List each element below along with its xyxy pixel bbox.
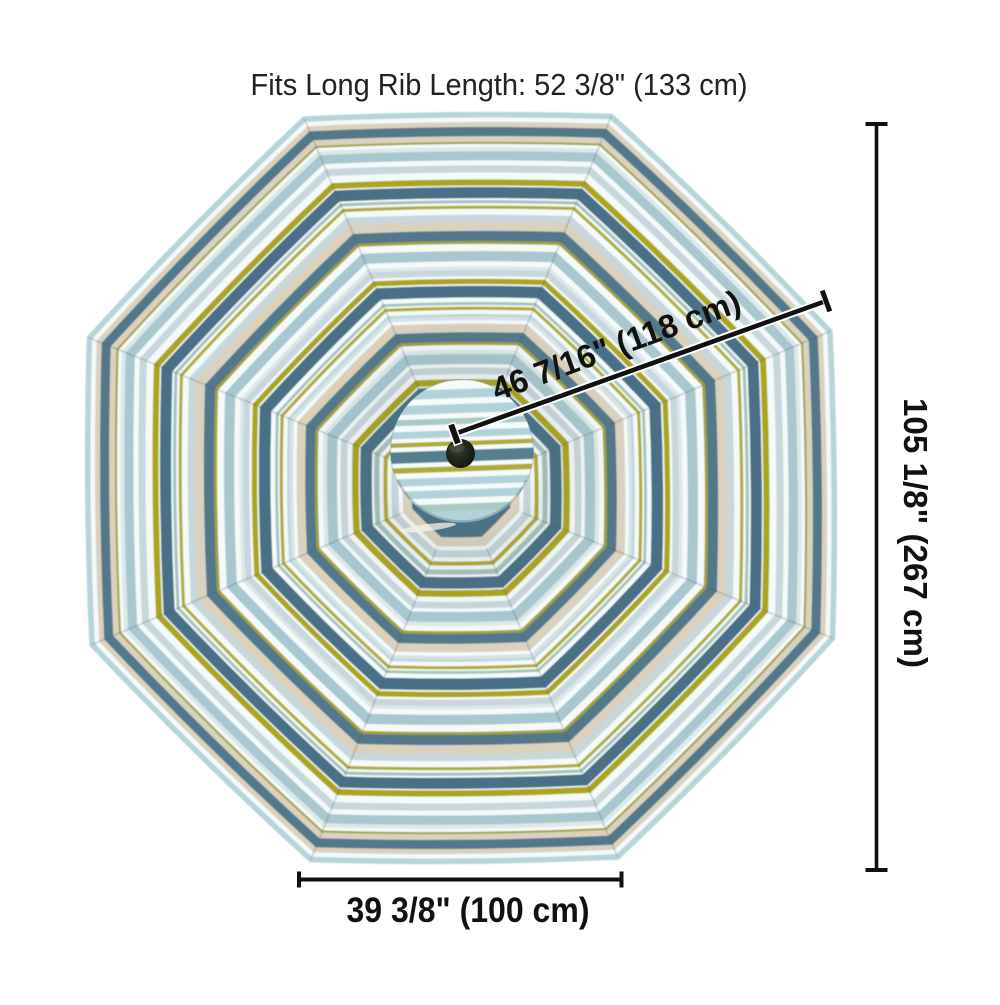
svg-text:105 1/8" (267 cm): 105 1/8" (267 cm) bbox=[897, 398, 934, 668]
svg-text:Fits Long Rib Length: 52 3/8": Fits Long Rib Length: 52 3/8" (133 cm) bbox=[251, 67, 748, 102]
svg-text:39 3/8" (100 cm): 39 3/8" (100 cm) bbox=[347, 891, 590, 930]
